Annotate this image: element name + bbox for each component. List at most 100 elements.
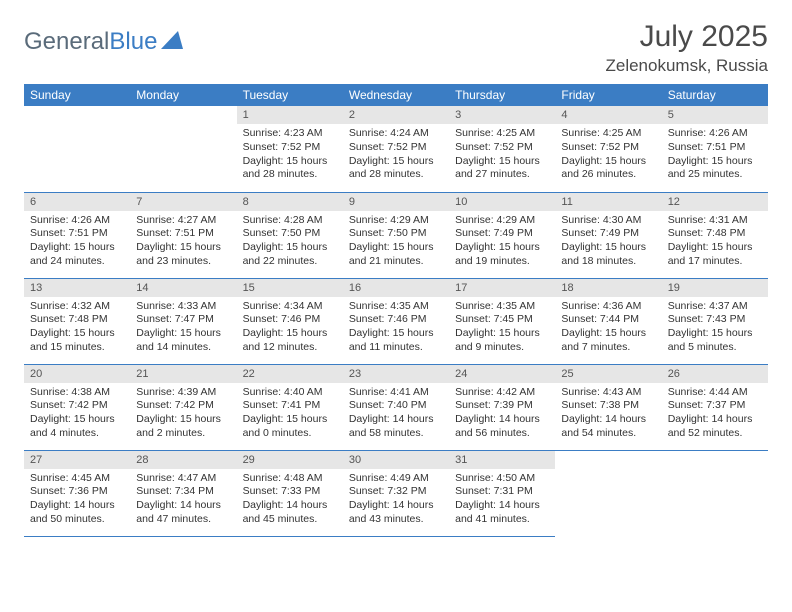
logo-text-1: General — [24, 28, 109, 55]
daylight-line: Daylight: 14 hours and 45 minutes. — [243, 499, 337, 526]
day-number: 27 — [24, 451, 130, 469]
day-number: 10 — [449, 193, 555, 211]
sunrise-line: Sunrise: 4:44 AM — [668, 386, 762, 400]
daylight-line: Daylight: 15 hours and 25 minutes. — [668, 155, 762, 182]
day-body: Sunrise: 4:32 AMSunset: 7:48 PMDaylight:… — [24, 297, 130, 359]
sunrise-line: Sunrise: 4:43 AM — [561, 386, 655, 400]
day-number: 9 — [343, 193, 449, 211]
sunrise-line: Sunrise: 4:24 AM — [349, 127, 443, 141]
day-body: Sunrise: 4:42 AMSunset: 7:39 PMDaylight:… — [449, 383, 555, 445]
day-body: Sunrise: 4:29 AMSunset: 7:49 PMDaylight:… — [449, 211, 555, 273]
sunset-line: Sunset: 7:32 PM — [349, 485, 443, 499]
daylight-line: Daylight: 15 hours and 15 minutes. — [30, 327, 124, 354]
day-body: Sunrise: 4:35 AMSunset: 7:46 PMDaylight:… — [343, 297, 449, 359]
weekday-header: Sunday — [24, 84, 130, 106]
day-number: 21 — [130, 365, 236, 383]
day-body: Sunrise: 4:47 AMSunset: 7:34 PMDaylight:… — [130, 469, 236, 531]
daylight-line: Daylight: 15 hours and 17 minutes. — [668, 241, 762, 268]
day-number: 29 — [237, 451, 343, 469]
calendar-body: 1Sunrise: 4:23 AMSunset: 7:52 PMDaylight… — [24, 106, 768, 536]
sunrise-line: Sunrise: 4:39 AM — [136, 386, 230, 400]
sunset-line: Sunset: 7:40 PM — [349, 399, 443, 413]
triangle-icon — [161, 31, 183, 54]
calendar-cell: 20Sunrise: 4:38 AMSunset: 7:42 PMDayligh… — [24, 364, 130, 450]
sunset-line: Sunset: 7:39 PM — [455, 399, 549, 413]
daylight-line: Daylight: 14 hours and 56 minutes. — [455, 413, 549, 440]
logo: GeneralBlue — [24, 20, 183, 56]
weekday-header: Saturday — [662, 84, 768, 106]
day-body: Sunrise: 4:50 AMSunset: 7:31 PMDaylight:… — [449, 469, 555, 531]
daylight-line: Daylight: 14 hours and 54 minutes. — [561, 413, 655, 440]
day-body: Sunrise: 4:25 AMSunset: 7:52 PMDaylight:… — [555, 124, 661, 186]
logo-text-2: Blue — [109, 28, 157, 55]
day-body: Sunrise: 4:34 AMSunset: 7:46 PMDaylight:… — [237, 297, 343, 359]
day-number: 16 — [343, 279, 449, 297]
sunset-line: Sunset: 7:33 PM — [243, 485, 337, 499]
daylight-line: Daylight: 15 hours and 5 minutes. — [668, 327, 762, 354]
daylight-line: Daylight: 15 hours and 24 minutes. — [30, 241, 124, 268]
calendar-cell — [555, 450, 661, 536]
day-body: Sunrise: 4:48 AMSunset: 7:33 PMDaylight:… — [237, 469, 343, 531]
day-body: Sunrise: 4:29 AMSunset: 7:50 PMDaylight:… — [343, 211, 449, 273]
day-body: Sunrise: 4:26 AMSunset: 7:51 PMDaylight:… — [24, 211, 130, 273]
day-body: Sunrise: 4:41 AMSunset: 7:40 PMDaylight:… — [343, 383, 449, 445]
sunrise-line: Sunrise: 4:45 AM — [30, 472, 124, 486]
sunrise-line: Sunrise: 4:48 AM — [243, 472, 337, 486]
calendar-cell: 24Sunrise: 4:42 AMSunset: 7:39 PMDayligh… — [449, 364, 555, 450]
calendar-cell: 8Sunrise: 4:28 AMSunset: 7:50 PMDaylight… — [237, 192, 343, 278]
sunset-line: Sunset: 7:44 PM — [561, 313, 655, 327]
sunset-line: Sunset: 7:51 PM — [30, 227, 124, 241]
daylight-line: Daylight: 15 hours and 26 minutes. — [561, 155, 655, 182]
day-body: Sunrise: 4:37 AMSunset: 7:43 PMDaylight:… — [662, 297, 768, 359]
sunset-line: Sunset: 7:48 PM — [30, 313, 124, 327]
calendar-header: SundayMondayTuesdayWednesdayThursdayFrid… — [24, 84, 768, 106]
sunset-line: Sunset: 7:52 PM — [349, 141, 443, 155]
calendar-cell: 14Sunrise: 4:33 AMSunset: 7:47 PMDayligh… — [130, 278, 236, 364]
sunrise-line: Sunrise: 4:41 AM — [349, 386, 443, 400]
daylight-line: Daylight: 15 hours and 18 minutes. — [561, 241, 655, 268]
sunset-line: Sunset: 7:38 PM — [561, 399, 655, 413]
daylight-line: Daylight: 15 hours and 0 minutes. — [243, 413, 337, 440]
day-body: Sunrise: 4:36 AMSunset: 7:44 PMDaylight:… — [555, 297, 661, 359]
sunrise-line: Sunrise: 4:36 AM — [561, 300, 655, 314]
calendar-cell: 29Sunrise: 4:48 AMSunset: 7:33 PMDayligh… — [237, 450, 343, 536]
day-body: Sunrise: 4:35 AMSunset: 7:45 PMDaylight:… — [449, 297, 555, 359]
calendar-cell — [662, 450, 768, 536]
day-number: 28 — [130, 451, 236, 469]
daylight-line: Daylight: 15 hours and 12 minutes. — [243, 327, 337, 354]
sunrise-line: Sunrise: 4:38 AM — [30, 386, 124, 400]
day-number: 22 — [237, 365, 343, 383]
sunrise-line: Sunrise: 4:23 AM — [243, 127, 337, 141]
sunset-line: Sunset: 7:50 PM — [349, 227, 443, 241]
day-number: 11 — [555, 193, 661, 211]
sunrise-line: Sunrise: 4:35 AM — [455, 300, 549, 314]
sunset-line: Sunset: 7:41 PM — [243, 399, 337, 413]
day-number: 25 — [555, 365, 661, 383]
day-number: 26 — [662, 365, 768, 383]
logo-text: GeneralBlue — [24, 28, 157, 56]
day-number: 2 — [343, 106, 449, 124]
sunrise-line: Sunrise: 4:26 AM — [668, 127, 762, 141]
calendar-cell: 4Sunrise: 4:25 AMSunset: 7:52 PMDaylight… — [555, 106, 661, 192]
sunset-line: Sunset: 7:51 PM — [668, 141, 762, 155]
day-body: Sunrise: 4:30 AMSunset: 7:49 PMDaylight:… — [555, 211, 661, 273]
daylight-line: Daylight: 14 hours and 47 minutes. — [136, 499, 230, 526]
sunset-line: Sunset: 7:42 PM — [136, 399, 230, 413]
sunrise-line: Sunrise: 4:29 AM — [455, 214, 549, 228]
sunrise-line: Sunrise: 4:28 AM — [243, 214, 337, 228]
day-body: Sunrise: 4:25 AMSunset: 7:52 PMDaylight:… — [449, 124, 555, 186]
day-body: Sunrise: 4:31 AMSunset: 7:48 PMDaylight:… — [662, 211, 768, 273]
day-number: 6 — [24, 193, 130, 211]
daylight-line: Daylight: 15 hours and 4 minutes. — [30, 413, 124, 440]
day-body: Sunrise: 4:23 AMSunset: 7:52 PMDaylight:… — [237, 124, 343, 186]
location: Zelenokumsk, Russia — [605, 56, 768, 76]
calendar-cell: 19Sunrise: 4:37 AMSunset: 7:43 PMDayligh… — [662, 278, 768, 364]
calendar-cell: 23Sunrise: 4:41 AMSunset: 7:40 PMDayligh… — [343, 364, 449, 450]
day-number: 19 — [662, 279, 768, 297]
calendar-cell: 31Sunrise: 4:50 AMSunset: 7:31 PMDayligh… — [449, 450, 555, 536]
daylight-line: Daylight: 14 hours and 58 minutes. — [349, 413, 443, 440]
day-body: Sunrise: 4:40 AMSunset: 7:41 PMDaylight:… — [237, 383, 343, 445]
day-body: Sunrise: 4:49 AMSunset: 7:32 PMDaylight:… — [343, 469, 449, 531]
calendar-cell — [24, 106, 130, 192]
sunrise-line: Sunrise: 4:26 AM — [30, 214, 124, 228]
